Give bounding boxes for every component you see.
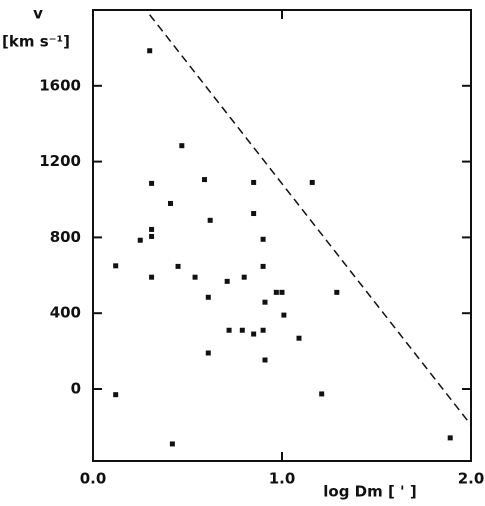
data-point: [175, 263, 181, 269]
data-point: [207, 217, 213, 223]
data-point: [279, 289, 285, 295]
data-point: [113, 263, 119, 269]
y-tick-label: 1600: [39, 76, 81, 94]
data-point: [147, 48, 153, 54]
y-axis-unit: [km s⁻¹]: [2, 33, 70, 51]
data-point: [251, 211, 257, 217]
y-tick-label: 0: [71, 379, 81, 397]
data-point: [251, 179, 257, 185]
data-point: [149, 180, 155, 186]
data-point: [226, 327, 232, 333]
data-point: [309, 179, 315, 185]
data-point: [260, 263, 266, 269]
data-point: [241, 274, 247, 280]
data-point: [260, 236, 266, 242]
x-axis-label: log Dm [ ' ]: [323, 483, 416, 501]
data-point: [202, 177, 208, 183]
data-point: [334, 289, 340, 295]
data-point: [205, 350, 211, 356]
data-point: [169, 441, 175, 447]
data-point: [205, 294, 211, 300]
data-point: [113, 392, 119, 398]
limit-line: [149, 14, 472, 426]
data-point: [149, 226, 155, 232]
y-tick-label: 400: [50, 304, 81, 322]
y-tick-label: 1200: [39, 152, 81, 170]
data-point: [149, 274, 155, 280]
data-point: [251, 331, 257, 337]
y-axis-label: v: [33, 5, 43, 23]
data-point: [262, 299, 268, 305]
y-tick-label: 800: [50, 228, 81, 246]
data-point: [167, 200, 173, 206]
data-point: [319, 391, 325, 397]
x-tick-label: 1.0: [269, 470, 296, 488]
data-point: [447, 435, 453, 441]
data-point: [273, 289, 279, 295]
data-point: [239, 327, 245, 333]
data-point: [137, 237, 143, 243]
x-tick-label: 0.0: [80, 470, 107, 488]
data-point: [260, 327, 266, 333]
data-point: [149, 233, 155, 239]
data-point: [179, 143, 185, 149]
data-point: [262, 357, 268, 363]
data-point: [296, 335, 302, 341]
data-point: [192, 274, 198, 280]
x-tick-label: 2.0: [458, 470, 485, 488]
data-point: [281, 312, 287, 318]
data-point: [224, 278, 230, 284]
